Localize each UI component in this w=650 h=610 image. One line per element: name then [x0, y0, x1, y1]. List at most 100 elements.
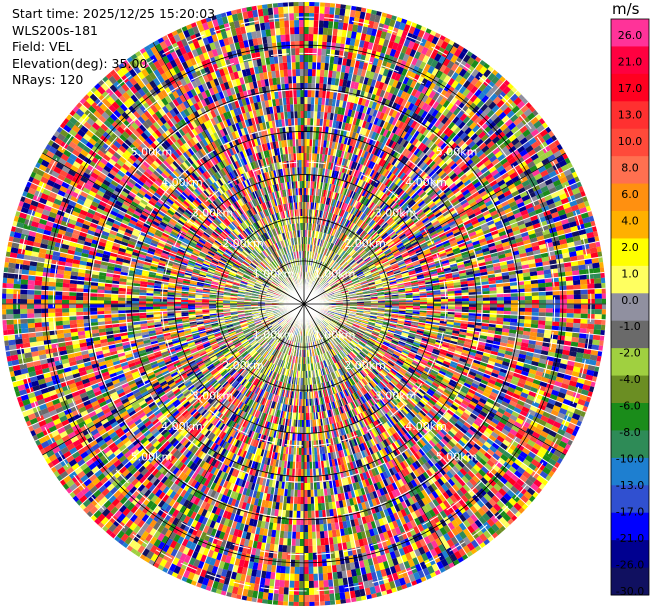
velocity-gate	[311, 69, 317, 77]
velocity-gate	[357, 163, 364, 172]
velocity-gate	[367, 20, 375, 29]
velocity-gate	[510, 307, 518, 312]
velocity-gate	[496, 300, 504, 304]
velocity-gate	[332, 148, 337, 157]
velocity-gate	[322, 147, 326, 155]
velocity-gate	[326, 42, 332, 50]
velocity-gate	[344, 196, 350, 204]
velocity-gate	[312, 41, 318, 49]
velocity-gate	[314, 238, 317, 246]
velocity-gate	[366, 92, 373, 101]
velocity-gate	[321, 154, 326, 162]
velocity-gate	[601, 319, 606, 326]
velocity-gate	[325, 91, 331, 99]
velocity-gate	[482, 297, 490, 301]
velocity-gate	[309, 223, 312, 231]
velocity-gate	[367, 122, 374, 131]
velocity-gate	[323, 69, 329, 78]
velocity-gate	[329, 56, 335, 64]
velocity-gate	[337, 186, 343, 194]
velocity-gate	[304, 181, 307, 189]
velocity-gate	[328, 63, 334, 71]
velocity-gate	[339, 71, 345, 80]
velocity-gate	[447, 306, 455, 310]
velocity-gate	[524, 319, 532, 324]
velocity-gate	[503, 317, 511, 323]
velocity-gate	[379, 89, 386, 98]
velocity-gate	[347, 51, 353, 60]
velocity-gate	[309, 146, 313, 154]
velocity-gate	[573, 294, 581, 300]
velocity-gate	[496, 286, 504, 291]
velocity-gate	[328, 183, 332, 191]
velocity-gate	[358, 156, 364, 164]
velocity-gate	[350, 31, 357, 39]
velocity-gate	[358, 61, 365, 70]
velocity-gate	[325, 234, 330, 242]
velocity-gate	[580, 284, 588, 290]
velocity-gate	[307, 69, 313, 77]
velocity-gate	[336, 113, 341, 122]
velocity-gate	[326, 241, 331, 249]
velocity-gate	[372, 57, 379, 66]
velocity-gate	[307, 118, 311, 126]
velocity-gate	[326, 169, 331, 177]
velocity-gate	[384, 99, 391, 108]
velocity-gate	[335, 193, 340, 201]
velocity-gate	[304, 153, 307, 161]
velocity-gate	[306, 132, 311, 140]
velocity-gate	[322, 182, 326, 190]
velocity-gate	[307, 76, 312, 84]
velocity-gate	[355, 155, 361, 164]
velocity-gate	[391, 15, 398, 21]
velocity-gate	[592, 262, 600, 269]
velocity-gate	[353, 81, 360, 90]
velocity-gate	[347, 189, 353, 198]
velocity-gate	[510, 296, 518, 301]
velocity-gate	[538, 299, 546, 304]
velocity-gate	[475, 297, 483, 301]
velocity-gate	[531, 295, 539, 301]
velocity-gate	[307, 83, 312, 91]
velocity-gate	[328, 98, 333, 106]
velocity-gate	[385, 84, 393, 93]
velocity-gate	[587, 313, 595, 320]
velocity-gate	[489, 307, 497, 311]
velocity-gate	[321, 97, 326, 106]
velocity-gate	[304, 160, 307, 168]
velocity-gate	[317, 97, 323, 105]
velocity-gate	[304, 279, 305, 287]
velocity-gate	[305, 195, 308, 203]
velocity-gate	[324, 2, 331, 8]
velocity-gate	[347, 123, 353, 132]
velocity-gate	[332, 134, 337, 143]
velocity-gate	[348, 116, 354, 125]
velocity-gate	[316, 111, 321, 119]
velocity-gate	[386, 13, 393, 20]
velocity-gate	[318, 90, 323, 98]
velocity-gate	[337, 200, 342, 209]
velocity-gate	[339, 172, 345, 180]
velocity-gate	[304, 146, 307, 154]
velocity-gate	[335, 120, 340, 129]
velocity-gate	[350, 95, 356, 104]
velocity-gate	[345, 130, 351, 138]
velocity-gate	[360, 142, 366, 150]
velocity-gate	[355, 6, 362, 12]
velocity-gate	[336, 64, 342, 72]
velocity-gate	[389, 48, 397, 57]
velocity-gate	[324, 6, 330, 15]
velocity-gate	[313, 167, 316, 175]
velocity-gate	[339, 8, 346, 16]
velocity-gate	[510, 285, 518, 290]
velocity-gate	[347, 109, 353, 117]
velocity-gate	[357, 111, 363, 120]
velocity-gate	[334, 185, 338, 193]
velocity-gate	[347, 23, 354, 32]
velocity-gate	[310, 244, 313, 252]
velocity-gate	[391, 56, 399, 66]
velocity-gate	[336, 215, 342, 223]
velocity-gate	[304, 6, 310, 14]
velocity-gate	[385, 61, 392, 71]
velocity-gate	[304, 258, 306, 266]
